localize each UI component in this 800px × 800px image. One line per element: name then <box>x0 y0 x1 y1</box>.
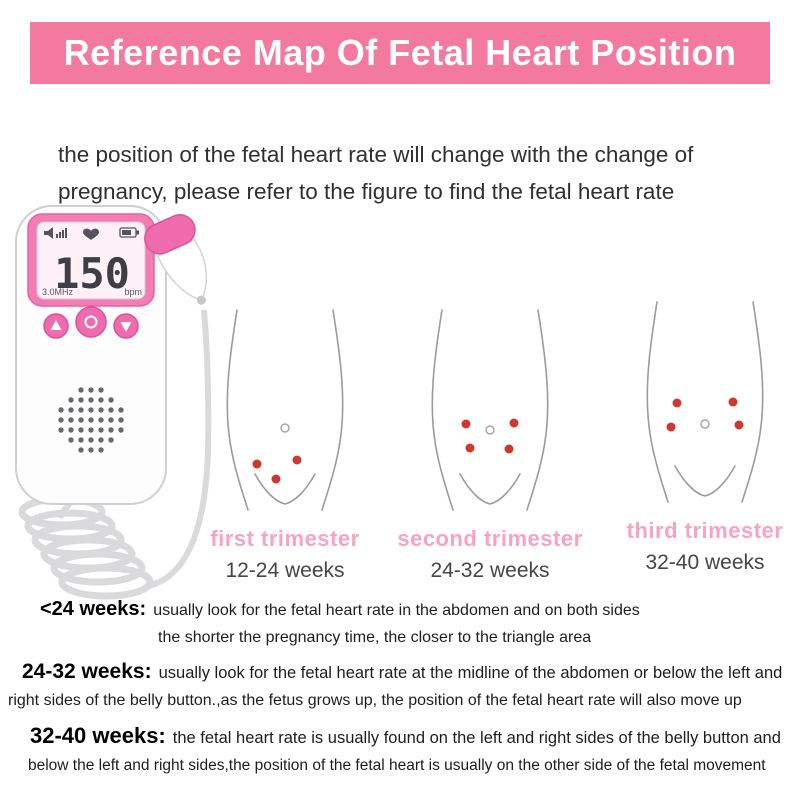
note-label: 24-32 weeks: <box>22 660 152 683</box>
device-body: 150 3.0MHz bpm <box>15 205 167 505</box>
power-button <box>75 306 107 338</box>
lcd-status-icons <box>44 227 139 240</box>
belly-button-dot <box>485 425 495 435</box>
heart-position-dot <box>728 397 738 407</box>
trimester-label-second: second trimester <box>397 526 583 551</box>
note-label: 32-40 weeks: <box>30 723 166 748</box>
probe-cap <box>144 214 196 255</box>
lcd-bpm-value: 150 <box>54 249 130 298</box>
heart-position-dot <box>465 443 475 453</box>
probe <box>144 214 208 305</box>
lcd-frequency: 3.0MHz <box>42 287 74 297</box>
control-buttons <box>43 306 139 339</box>
page-title: Reference Map Of Fetal Heart Position <box>63 32 737 73</box>
note-text-line-1: the fetal heart rate is usually found on… <box>172 729 781 747</box>
heart-position-dots <box>461 418 519 454</box>
trimester-weeks-second: 24-32 weeks <box>430 559 550 582</box>
note-text-line-2: the shorter the pregnancy time, the clos… <box>158 629 592 646</box>
note-text-line-2: below the left and right sides,the posit… <box>28 757 766 774</box>
heart-position-dot <box>509 418 519 428</box>
heart-position-dot <box>461 419 471 429</box>
trimester-weeks-third: 32-40 weeks <box>645 551 765 574</box>
header-banner: Reference Map Of Fetal Heart Position <box>30 22 770 84</box>
heart-position-dot <box>292 455 302 465</box>
belly-button-dot <box>700 419 710 429</box>
intro-line-1: the position of the fetal heart rate wil… <box>58 142 694 167</box>
belly-outline-third-trimester <box>646 301 764 503</box>
heart-position-dot <box>504 444 514 454</box>
trimester-column-third: third trimester 32-40 weeks <box>597 298 800 575</box>
trimester-label-first: first trimester <box>210 526 360 551</box>
torso-outline <box>646 301 764 503</box>
arrow-up-icon <box>50 320 62 330</box>
speaker-grille <box>58 387 124 453</box>
fetal-doppler-illustration: 150 3.0MHz bpm <box>15 205 212 600</box>
arrow-down-icon <box>120 322 132 332</box>
trimester-column-second: second trimester 24-32 weeks <box>382 306 598 583</box>
battery-icon <box>119 227 137 238</box>
trimester-weeks-first: 12-24 weeks <box>225 559 345 582</box>
heart-position-dots <box>666 397 744 432</box>
notes-section: <24 weeks: usually look for the fetal hea… <box>0 596 800 779</box>
note-text-line-1: usually look for the fetal heart rate at… <box>158 664 783 682</box>
probe-tip <box>196 295 206 305</box>
belly-outline-first-trimester <box>226 309 344 511</box>
heart-position-dots <box>252 455 302 484</box>
heart-position-dot <box>734 420 744 430</box>
heart-position-dot <box>666 422 676 432</box>
torso-outline <box>226 309 344 511</box>
torso-outline <box>431 309 549 511</box>
note-under-24-weeks: <24 weeks: usually look for the fetal hea… <box>0 596 800 651</box>
heart-position-dot <box>672 398 682 408</box>
belly-button-dot <box>280 423 290 433</box>
trimester-column-first: first trimester 12-24 weeks <box>177 306 393 583</box>
heart-icon <box>83 228 99 240</box>
belly-outline-second-trimester <box>431 309 549 511</box>
speaker-icon <box>44 227 53 239</box>
heart-position-dot <box>271 474 281 484</box>
lcd-unit: bpm <box>124 287 142 297</box>
intro-text: the position of the fetal heart rate wil… <box>58 136 768 210</box>
coiled-cable-icon <box>18 309 212 600</box>
note-text-line-1: usually look for the fetal heart rate in… <box>153 602 640 619</box>
note-label: <24 weeks: <box>40 598 147 620</box>
note-32-40-weeks: 32-40 weeks: the fetal heart rate is usua… <box>0 722 800 779</box>
intro-line-2: pregnancy, please refer to the figure to… <box>58 179 675 204</box>
note-24-32-weeks: 24-32 weeks: usually look for the fetal h… <box>0 658 800 714</box>
lcd-screen <box>36 221 146 300</box>
note-text-line-2: right sides of the belly button.,as the … <box>8 692 742 709</box>
trimester-label-third: third trimester <box>626 518 784 543</box>
heart-position-dot <box>252 459 262 469</box>
